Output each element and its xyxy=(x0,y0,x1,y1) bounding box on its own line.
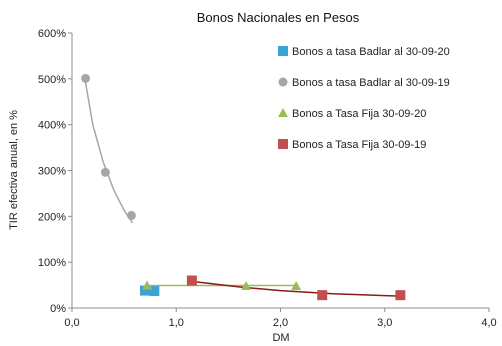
legend-marker-4 xyxy=(278,139,288,149)
legend-marker-3 xyxy=(278,108,288,117)
point-series-2 xyxy=(126,210,136,220)
legend-marker-1 xyxy=(278,46,288,56)
y-tick-label: 400% xyxy=(38,120,66,132)
x-tick-label: 4,0 xyxy=(481,317,496,329)
trendlines xyxy=(83,76,401,297)
legend-marker-2 xyxy=(278,77,288,87)
legend-label-3: Bonos a Tasa Fija 30-09-20 xyxy=(292,108,426,120)
point-series-3 xyxy=(142,280,153,290)
legend-label-4: Bonos a Tasa Fija 30-09-19 xyxy=(292,139,426,151)
y-tick-label: 600% xyxy=(38,28,66,40)
y-tick-labels: 0% 100% 200% 300% 400% 500% 600% xyxy=(38,28,66,315)
point-series-4 xyxy=(395,290,406,301)
legend: Bonos a tasa Badlar al 30-09-20 Bonos a t… xyxy=(278,46,450,151)
trendline-series-2 xyxy=(83,76,134,224)
axes xyxy=(68,32,490,312)
data-points xyxy=(81,73,406,301)
point-series-4 xyxy=(317,290,328,301)
point-series-1 xyxy=(149,286,160,297)
y-axis-label: TIR efectiva anual, en % xyxy=(8,110,20,230)
legend-label-1: Bonos a tasa Badlar al 30-09-20 xyxy=(292,46,450,58)
y-tick-label: 500% xyxy=(38,74,66,86)
y-tick-label: 100% xyxy=(38,257,66,269)
x-tick-label: 3,0 xyxy=(377,317,392,329)
point-series-1 xyxy=(139,285,150,296)
x-tick-label: 1,0 xyxy=(169,317,184,329)
y-tick-label: 300% xyxy=(38,166,66,178)
point-series-3 xyxy=(241,281,252,290)
x-axis-label: DM xyxy=(272,332,289,344)
trendline-series-4 xyxy=(191,280,401,297)
x-tick-labels: 0,0 1,0 2,0 3,0 4,0 xyxy=(64,317,496,329)
x-tick-label: 0,0 xyxy=(64,317,79,329)
point-series-2 xyxy=(81,73,91,83)
legend-label-2: Bonos a tasa Badlar al 30-09-19 xyxy=(292,77,450,89)
y-tick-label: 0% xyxy=(50,303,66,315)
point-series-3 xyxy=(291,281,302,290)
x-tick-label: 2,0 xyxy=(273,317,288,329)
point-series-2 xyxy=(100,167,110,177)
chart-title: Bonos Nacionales en Pesos xyxy=(197,10,360,25)
y-tick-label: 200% xyxy=(38,211,66,223)
point-series-4 xyxy=(186,275,197,286)
